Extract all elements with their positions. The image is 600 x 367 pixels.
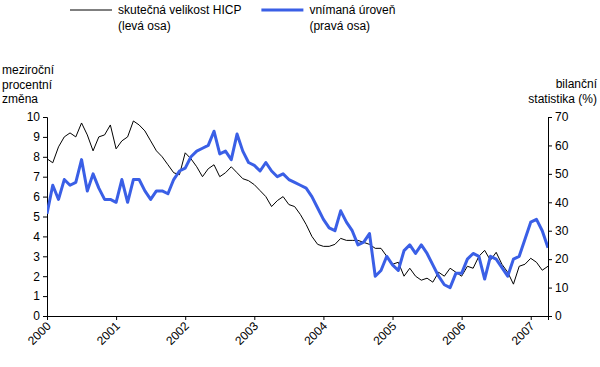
- tick: 2007: [509, 316, 538, 348]
- tick: 40: [548, 196, 569, 210]
- tick-label: 2001: [94, 319, 123, 348]
- legend: skutečná velikost HICP(levá osa) vnímaná …: [70, 3, 395, 33]
- tick-label: 2002: [163, 319, 192, 348]
- tick: 9: [33, 130, 47, 144]
- tick-label: 0: [555, 309, 562, 323]
- tick: 8: [33, 150, 47, 164]
- tick-mark: [43, 236, 47, 237]
- tick-mark: [43, 316, 47, 317]
- tick: 1: [33, 289, 47, 303]
- tick-label: 9: [33, 130, 40, 144]
- tick: 10: [548, 281, 569, 295]
- tick-mark: [43, 137, 47, 138]
- axis-line: [48, 317, 549, 321]
- x-axis: 2000 2001 2002 2003 2004 2005 2006 2007: [25, 316, 549, 348]
- tick-mark: [43, 197, 47, 198]
- tick-mark: [323, 316, 324, 320]
- tick-mark: [548, 174, 552, 175]
- tick-label: 10: [27, 110, 41, 124]
- tick-label: 2005: [370, 319, 399, 348]
- tick: 30: [548, 224, 569, 238]
- tick-mark: [531, 316, 532, 320]
- tick-mark: [43, 296, 47, 297]
- tick: 2003: [232, 316, 261, 348]
- tick-label: 10: [555, 281, 569, 295]
- data-line: [47, 131, 548, 287]
- tick-label: 40: [555, 196, 569, 210]
- legend-item: skutečná velikost HICP(levá osa): [70, 3, 241, 33]
- tick-mark: [43, 256, 47, 257]
- tick: 10: [27, 110, 47, 124]
- tick: 6: [33, 190, 47, 204]
- tick-label: 50: [555, 167, 569, 181]
- tick: 20: [548, 252, 569, 266]
- tick: 0: [548, 309, 562, 323]
- tick-label: 1: [33, 289, 40, 303]
- tick-label: 20: [555, 252, 569, 266]
- tick-label: 2006: [440, 319, 469, 348]
- tick-mark: [548, 259, 552, 260]
- tick-label: 4: [33, 230, 40, 244]
- tick-label: 6: [33, 190, 40, 204]
- tick-mark: [43, 276, 47, 277]
- tick-mark: [548, 145, 552, 146]
- tick-label: 2: [33, 270, 40, 284]
- tick-label: 60: [555, 139, 569, 153]
- tick-label: 30: [555, 224, 569, 238]
- tick: 2002: [163, 316, 192, 348]
- tick-mark: [548, 117, 552, 118]
- tick-mark: [43, 177, 47, 178]
- legend-swatch: [261, 9, 303, 12]
- tick: 2000: [25, 316, 54, 348]
- legend-item: vnímaná úroveň(pravá osa): [261, 3, 395, 33]
- tick-mark: [548, 288, 552, 289]
- tick-label: 2003: [232, 319, 261, 348]
- tick: 2006: [440, 316, 469, 348]
- tick-label: 8: [33, 150, 40, 164]
- tick: 2005: [370, 316, 399, 348]
- tick-label: 70: [555, 110, 569, 124]
- tick-label: 5: [33, 210, 40, 224]
- tick-mark: [185, 316, 186, 320]
- tick-mark: [462, 316, 463, 320]
- tick: 60: [548, 139, 569, 153]
- axis-line: [43, 118, 48, 317]
- tick-label: 3: [33, 250, 40, 264]
- plot-area: [47, 121, 548, 288]
- tick: 4: [33, 230, 47, 244]
- tick-label: 2000: [25, 319, 54, 348]
- tick: 5: [33, 210, 47, 224]
- data-line: [47, 121, 548, 284]
- tick-mark: [43, 217, 47, 218]
- tick-label: 7: [33, 170, 40, 184]
- tick-mark: [43, 157, 47, 158]
- tick-mark: [116, 316, 117, 320]
- y2-axis-title: bilančnístatistika (%): [528, 77, 597, 106]
- tick: 7: [33, 170, 47, 184]
- legend-swatch: [70, 10, 112, 11]
- tick-mark: [47, 316, 48, 320]
- y-axis-title: meziročníprocentnízměna: [2, 63, 55, 106]
- y2-axis: 0 10 20 30 40 50 60 70: [548, 110, 569, 323]
- tick-mark: [43, 117, 47, 118]
- legend-label: vnímaná úroveň(pravá osa): [309, 3, 395, 33]
- tick-label: 0: [33, 309, 40, 323]
- legend-label: skutečná velikost HICP(levá osa): [118, 3, 241, 33]
- chart: 0123456789100102030405060702000200120022…: [0, 0, 600, 367]
- y-axis: 0 1 2 3 4 5 6 7 8 9 10: [27, 110, 48, 323]
- tick-mark: [254, 316, 255, 320]
- tick: 50: [548, 167, 569, 181]
- axis-line: [549, 118, 553, 317]
- tick: 2004: [301, 316, 330, 348]
- tick: 70: [548, 110, 569, 124]
- tick: 3: [33, 250, 47, 264]
- tick: 2: [33, 270, 47, 284]
- tick-mark: [548, 202, 552, 203]
- tick-mark: [548, 231, 552, 232]
- tick-mark: [393, 316, 394, 320]
- tick-label: 2004: [301, 319, 330, 348]
- tick-label: 2007: [509, 319, 538, 348]
- tick: 2001: [94, 316, 123, 348]
